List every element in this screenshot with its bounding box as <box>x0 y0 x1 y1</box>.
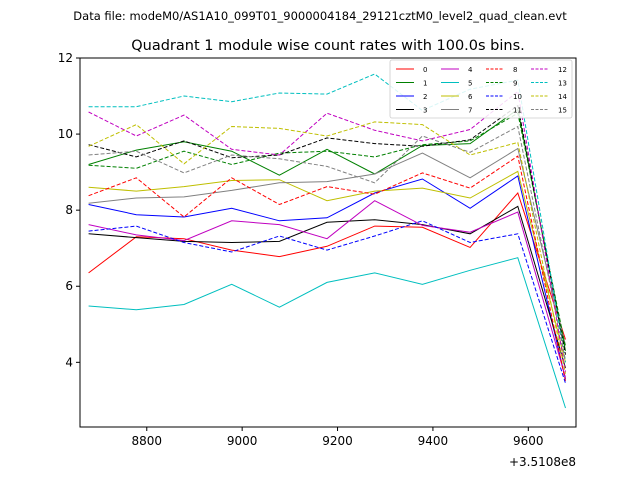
legend-label-14: 14 <box>558 93 567 101</box>
series-line-1 <box>88 108 566 351</box>
series-lines <box>88 73 566 409</box>
x-tick-label: 9000 <box>227 434 258 448</box>
series-line-7 <box>88 147 566 346</box>
legend-label-4: 4 <box>468 66 473 74</box>
series-line-4 <box>88 200 566 378</box>
x-axis-offset-label: +3.5108e8 <box>509 455 576 469</box>
legend-label-6: 6 <box>468 93 473 101</box>
series-line-9 <box>88 112 566 348</box>
legend-label-1: 1 <box>423 80 427 88</box>
x-tick-label: 9200 <box>322 434 353 448</box>
series-line-11 <box>88 104 566 355</box>
y-tick-label: 10 <box>58 127 73 141</box>
legend-label-8: 8 <box>513 66 517 74</box>
legend-label-3: 3 <box>423 107 427 115</box>
legend-label-15: 15 <box>558 107 567 115</box>
axes-frame <box>79 57 577 428</box>
legend-label-2: 2 <box>423 93 427 101</box>
series-line-15 <box>88 125 566 361</box>
legend-label-13: 13 <box>558 80 567 88</box>
legend-label-10: 10 <box>513 93 522 101</box>
series-line-3 <box>88 205 566 369</box>
series-line-2 <box>88 175 566 380</box>
x-tick-label: 9600 <box>513 434 544 448</box>
series-line-6 <box>88 170 566 363</box>
y-tick-label: 12 <box>58 51 73 65</box>
chart-title: Quadrant 1 module wise count rates with … <box>131 38 525 54</box>
y-tick-label: 4 <box>65 355 73 369</box>
y-tick-label: 6 <box>65 279 73 293</box>
x-tick-label: 8800 <box>131 434 162 448</box>
legend-label-9: 9 <box>513 80 517 88</box>
series-line-10 <box>88 220 566 384</box>
figure-suptitle: Data file: modeM0/AS1A10_099T01_90000041… <box>73 9 567 23</box>
legend-label-5: 5 <box>468 80 472 88</box>
series-line-12 <box>88 90 566 372</box>
series-line-8 <box>88 155 566 382</box>
legend-label-0: 0 <box>423 66 427 74</box>
legend-label-11: 11 <box>513 107 522 115</box>
legend-frame <box>389 59 573 119</box>
x-axis: 8800 9000 9200 9400 9600 <box>131 427 544 448</box>
legend-label-12: 12 <box>558 66 567 74</box>
x-tick-label: 9400 <box>418 434 449 448</box>
series-line-14 <box>88 121 566 374</box>
y-tick-label: 8 <box>65 203 73 217</box>
series-line-0 <box>88 192 566 340</box>
series-line-5 <box>88 257 566 409</box>
y-axis: 4 6 8 10 12 <box>58 51 80 369</box>
legend-label-7: 7 <box>468 107 472 115</box>
